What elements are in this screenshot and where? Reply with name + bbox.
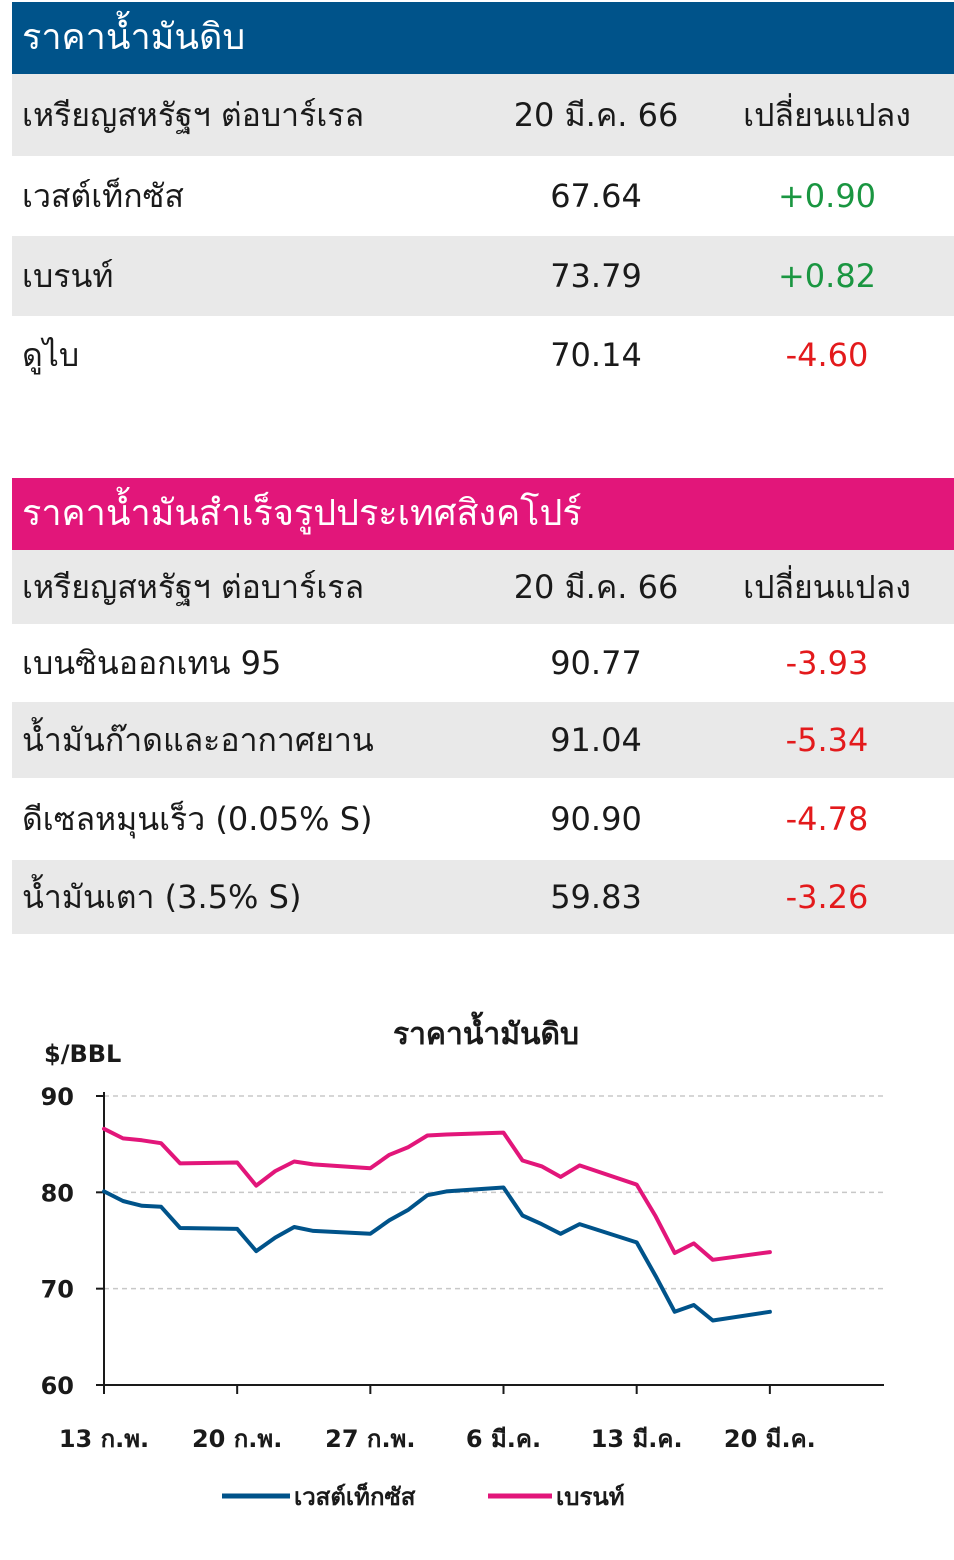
product-name: เบนซินออกเทน 95 bbox=[22, 644, 282, 682]
oil-name: เบรนท์ bbox=[22, 257, 114, 295]
oil-name: ดูไบ bbox=[22, 336, 80, 374]
oil-change: -4.60 bbox=[785, 336, 869, 374]
product-name: น้ำมันเตา (3.5% S) bbox=[22, 878, 302, 916]
x-tick-label: 20 ก.พ. bbox=[192, 1425, 282, 1453]
change-header: เปลี่ยนแปลง bbox=[743, 568, 911, 606]
crude-oil-price-chart: ราคาน้ำมันดิบ $/BBL 60 70 80 90 13 ก.พ. 20 ก.พ.… bbox=[0, 1000, 954, 1540]
product-name: น้ำมันก๊าดและอากาศยาน bbox=[22, 721, 374, 759]
y-axis-label: $/BBL bbox=[44, 1040, 121, 1068]
crude-oil-header-row: เหรียญสหรัฐฯ ต่อบาร์เรล 20 มี.ค. 66 เปลี… bbox=[12, 74, 954, 156]
oil-change: +0.90 bbox=[777, 177, 877, 215]
date-header: 20 มี.ค. 66 bbox=[513, 568, 679, 606]
series-line-brent bbox=[102, 1126, 772, 1262]
table-row: เบนซินออกเทน 95 90.77 -3.93 bbox=[12, 624, 954, 702]
y-tick-label: 60 bbox=[41, 1372, 74, 1400]
change-header: เปลี่ยนแปลง bbox=[743, 96, 911, 134]
table-row: น้ำมันก๊าดและอากาศยาน 91.04 -5.34 bbox=[12, 702, 954, 778]
legend-label: เวสต์เท็กซัส bbox=[294, 1482, 416, 1511]
y-tick-label: 70 bbox=[41, 1276, 74, 1304]
product-change: -4.78 bbox=[785, 800, 869, 838]
table-row: ดูไบ 70.14 -4.60 bbox=[12, 316, 954, 394]
oil-price: 70.14 bbox=[550, 336, 642, 374]
x-tick-label: 13 มี.ค. bbox=[591, 1425, 683, 1453]
table-row: เวสต์เท็กซัส 67.64 +0.90 bbox=[12, 156, 954, 236]
table-row: ดีเซลหมุนเร็ว (0.05% S) 90.90 -4.78 bbox=[12, 778, 954, 860]
singapore-products-panel: ราคาน้ำมันสำเร็จรูปประเทศสิงคโปร์ เหรียญ… bbox=[12, 478, 954, 934]
y-tick-label: 80 bbox=[41, 1179, 74, 1207]
table-row: น้ำมันเตา (3.5% S) 59.83 -3.26 bbox=[12, 860, 954, 934]
crude-oil-banner: ราคาน้ำมันดิบ bbox=[12, 2, 954, 74]
chart-title: ราคาน้ำมันดิบ bbox=[393, 1011, 579, 1052]
product-price: 59.83 bbox=[550, 878, 642, 916]
legend-label: เบรนท์ bbox=[556, 1483, 625, 1511]
oil-price: 67.64 bbox=[550, 177, 642, 215]
oil-name: เวสต์เท็กซัส bbox=[22, 177, 184, 215]
unit-header: เหรียญสหรัฐฯ ต่อบาร์เรล bbox=[22, 568, 365, 606]
x-tick-label: 20 มี.ค. bbox=[724, 1425, 816, 1453]
oil-change: +0.82 bbox=[777, 257, 877, 295]
product-change: -5.34 bbox=[785, 721, 869, 759]
x-tick-label: 27 ก.พ. bbox=[325, 1425, 415, 1453]
product-price: 91.04 bbox=[550, 721, 642, 759]
product-name: ดีเซลหมุนเร็ว (0.05% S) bbox=[22, 800, 373, 838]
product-price: 90.77 bbox=[550, 644, 642, 682]
products-header-row: เหรียญสหรัฐฯ ต่อบาร์เรล 20 มี.ค. 66 เปลี… bbox=[12, 550, 954, 624]
date-header: 20 มี.ค. 66 bbox=[513, 96, 679, 134]
product-change: -3.26 bbox=[785, 878, 869, 916]
x-tick-label: 6 มี.ค. bbox=[466, 1425, 541, 1453]
product-price: 90.90 bbox=[550, 800, 642, 838]
y-tick-label: 90 bbox=[41, 1083, 74, 1111]
singapore-products-banner: ราคาน้ำมันสำเร็จรูปประเทศสิงคโปร์ bbox=[12, 478, 954, 550]
unit-header: เหรียญสหรัฐฯ ต่อบาร์เรล bbox=[22, 96, 365, 134]
crude-oil-panel: ราคาน้ำมันดิบ เหรียญสหรัฐฯ ต่อบาร์เรล 20… bbox=[12, 2, 954, 394]
singapore-products-title: ราคาน้ำมันสำเร็จรูปประเทศสิงคโปร์ bbox=[22, 493, 582, 534]
chart-svg: ราคาน้ำมันดิบ $/BBL 60 70 80 90 13 ก.พ. 20 ก.พ.… bbox=[41, 1011, 884, 1511]
table-row: เบรนท์ 73.79 +0.82 bbox=[12, 236, 954, 316]
oil-price: 73.79 bbox=[550, 257, 642, 295]
product-change: -3.93 bbox=[785, 644, 869, 682]
crude-oil-title: ราคาน้ำมันดิบ bbox=[22, 17, 246, 58]
x-tick-label: 13 ก.พ. bbox=[59, 1425, 149, 1453]
series-line-wti bbox=[102, 1185, 772, 1323]
